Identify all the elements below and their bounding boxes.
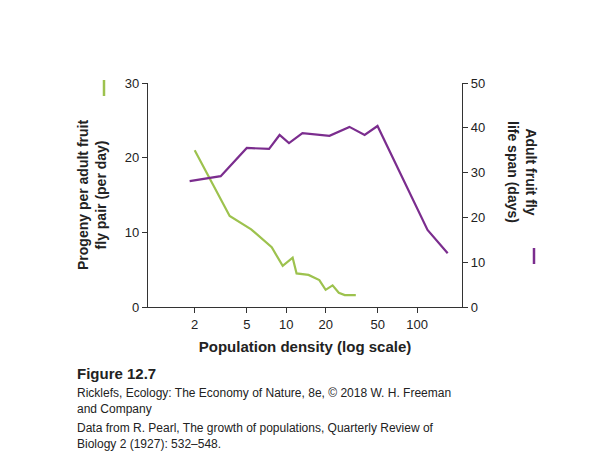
svg-text:0: 0 xyxy=(132,300,139,315)
svg-text:40: 40 xyxy=(471,120,485,135)
svg-text:Progeny per adult fruitfly pai: Progeny per adult fruitfly pair (per day… xyxy=(75,120,109,270)
svg-text:5: 5 xyxy=(243,317,250,332)
svg-text:2: 2 xyxy=(191,317,198,332)
svg-text:10: 10 xyxy=(471,255,485,270)
svg-text:20: 20 xyxy=(318,317,332,332)
svg-text:Ricklefs, Ecology: The Economy: Ricklefs, Ecology: The Economy of Nature… xyxy=(77,386,451,416)
svg-text:30: 30 xyxy=(471,165,485,180)
svg-text:Population density (log scale): Population density (log scale) xyxy=(199,338,412,355)
svg-text:Adult fruit flylife span (days: Adult fruit flylife span (days) xyxy=(505,121,539,223)
svg-text:50: 50 xyxy=(371,317,385,332)
svg-text:0: 0 xyxy=(471,300,478,315)
svg-text:Data from R. Pearl, The growth: Data from R. Pearl, The growth of popula… xyxy=(77,421,434,451)
svg-text:20: 20 xyxy=(125,150,139,165)
svg-text:50: 50 xyxy=(471,76,485,91)
svg-text:100: 100 xyxy=(406,317,428,332)
svg-text:30: 30 xyxy=(125,76,139,91)
svg-text:10: 10 xyxy=(279,317,293,332)
svg-text:20: 20 xyxy=(471,210,485,225)
svg-text:10: 10 xyxy=(125,225,139,240)
svg-text:Figure 12.7: Figure 12.7 xyxy=(77,365,156,382)
